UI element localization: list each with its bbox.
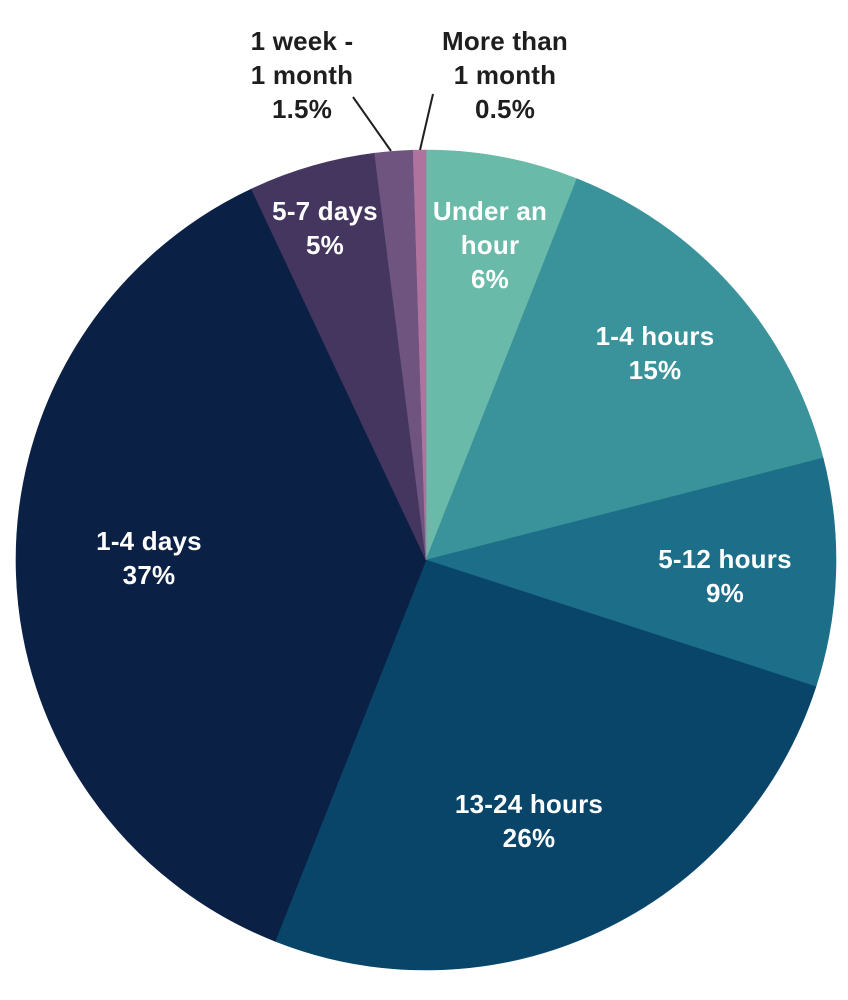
pie-slice-13-24-hours [274, 559, 817, 971]
pie-slice-5-12-hours [424, 457, 837, 688]
pie-slice-more-than-1-month [412, 149, 427, 561]
pie-slice-under-an-hour [425, 149, 578, 561]
pie-slice-1-4-hours [425, 178, 824, 561]
pie-slice-1-4-days [15, 188, 427, 942]
leader-line-1-week-1-month [352, 96, 392, 152]
leader-line-more-than-1-month [419, 93, 434, 151]
